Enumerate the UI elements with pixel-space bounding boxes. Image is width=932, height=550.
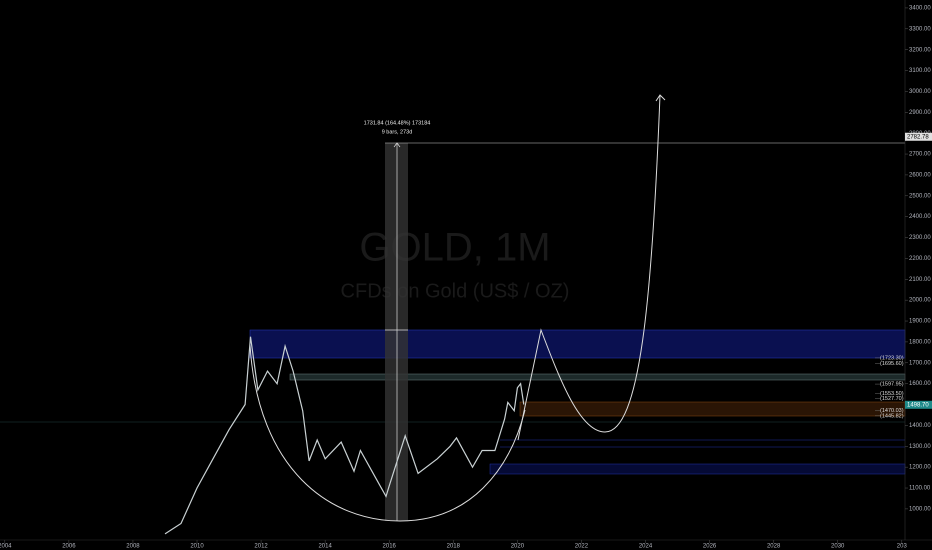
orange-zone — [519, 401, 906, 417]
y-tick-label: 3300.00 — [909, 26, 931, 32]
y-tick-label: 2900.00 — [909, 110, 931, 116]
y-tick-label: 1400.00 — [909, 423, 931, 429]
y-tick-label: 3200.00 — [909, 47, 931, 53]
level-label: (1723.30) — [880, 355, 904, 361]
cup-curve — [249, 344, 526, 522]
x-tick-label: 2020 — [511, 544, 525, 550]
y-tick-label: 2300.00 — [909, 235, 931, 241]
measure-label: 1731.84 (164.48%) 173184 — [364, 120, 431, 126]
x-tick-label: 2024 — [639, 544, 653, 550]
y-tick-label: 1100.00 — [909, 486, 931, 492]
x-tick-label: 2030 — [831, 544, 845, 550]
projection-arrowhead — [655, 94, 666, 102]
price-line — [164, 336, 525, 535]
x-tick-label: 2018 — [447, 544, 461, 550]
target_price-tag — [905, 132, 932, 141]
y-tick-label: 2100.00 — [909, 277, 931, 283]
measure-box — [385, 143, 408, 521]
x-tick-label: 2010 — [190, 544, 204, 550]
y-tick-label: 1000.00 — [909, 506, 931, 512]
y-tick-label: 1200.00 — [909, 465, 931, 471]
y-tick-label: 3100.00 — [909, 68, 931, 74]
last_price-label: 1498.70 — [907, 402, 929, 408]
projection-path — [517, 94, 661, 441]
y-tick-label: 3000.00 — [909, 89, 931, 95]
y-tick-label: 1900.00 — [909, 319, 931, 325]
x-tick-label: 2016 — [383, 544, 397, 550]
level-zone — [289, 373, 906, 381]
y-tick-label: 2600.00 — [909, 172, 931, 178]
level-label: (1553.50) — [880, 391, 904, 397]
resistance-zone — [249, 329, 906, 359]
watermark-subtitle: CFDs on Gold (US$ / OZ) — [341, 280, 570, 302]
x-tick-label: 2006 — [62, 544, 76, 550]
x-tick-label: 2028 — [767, 544, 781, 550]
last_price-tag — [905, 400, 932, 409]
target_price-label: 2782.78 — [907, 134, 929, 140]
y-tick-label: 2500.00 — [909, 193, 931, 199]
x-tick-label: 2026 — [703, 544, 717, 550]
x-tick-label: 2022 — [575, 544, 589, 550]
measure-sublabel: 9 bars, 273d — [382, 129, 413, 135]
level-label: (1527.70) — [880, 396, 904, 402]
y-tick-label: 1600.00 — [909, 381, 931, 387]
level-label: (1445.82) — [880, 413, 904, 419]
x-tick-label: 203 — [897, 544, 908, 550]
x-tick-label: 2012 — [254, 544, 268, 550]
level-label: (1695.60) — [880, 361, 904, 367]
y-tick-label: 2200.00 — [909, 256, 931, 262]
y-tick-label: 3400.00 — [909, 6, 931, 12]
y-tick-label: 2000.00 — [909, 298, 931, 304]
support-zone — [489, 463, 906, 475]
y-tick-label: 1700.00 — [909, 360, 931, 366]
x-tick-label: 2004 — [0, 544, 12, 550]
y-tick-label: 1300.00 — [909, 444, 931, 450]
y-tick-label: 1800.00 — [909, 339, 931, 345]
y-tick-label: 2400.00 — [909, 214, 931, 220]
level-label: (1470.03) — [880, 408, 904, 414]
level-label: (1597.95) — [880, 382, 904, 388]
x-tick-label: 2014 — [318, 544, 332, 550]
x-tick-label: 2008 — [126, 544, 140, 550]
y-tick-label: 2700.00 — [909, 152, 931, 158]
